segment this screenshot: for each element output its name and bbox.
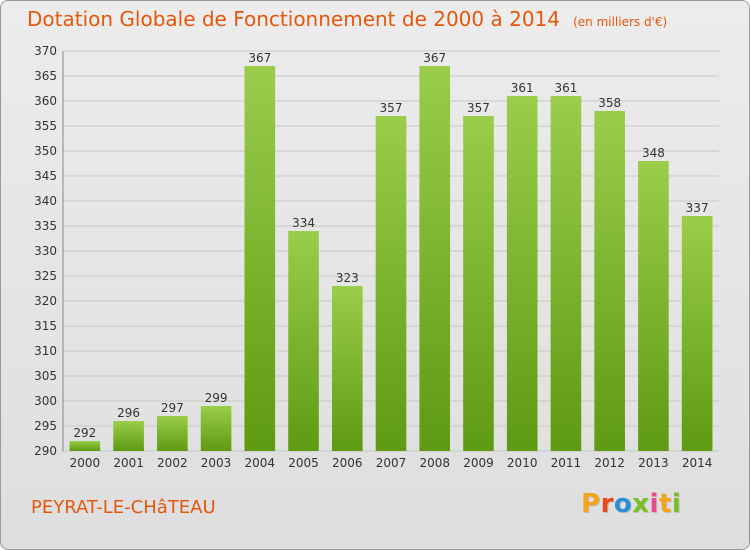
bar	[113, 421, 144, 451]
x-tick-label: 2008	[419, 456, 450, 470]
x-tick-label: 2012	[594, 456, 625, 470]
y-tick-label: 290	[34, 444, 57, 458]
y-tick-label: 355	[34, 119, 57, 133]
x-tick-label: 2001	[113, 456, 144, 470]
bar	[288, 231, 319, 451]
data-label: 337	[686, 201, 709, 215]
x-tick-label: 2013	[638, 456, 669, 470]
bar	[69, 441, 101, 451]
chart-title: Dotation Globale de Fonctionnement de 20…	[27, 7, 560, 31]
x-tick-label: 2014	[682, 456, 713, 470]
x-tick-label: 2011	[551, 456, 582, 470]
data-label: 323	[336, 271, 359, 285]
bar	[638, 161, 669, 451]
y-tick-label: 365	[34, 69, 57, 83]
data-label: 367	[248, 51, 271, 65]
data-label: 357	[380, 101, 403, 115]
bar	[681, 216, 713, 451]
x-tick-label: 2009	[463, 456, 494, 470]
data-label: 361	[511, 81, 534, 95]
x-tick-label: 2006	[332, 456, 363, 470]
data-labels: 292 296 297 299 367 334 323 357 367 357 361 361 358 3…	[73, 51, 708, 440]
bar	[594, 111, 625, 451]
commune-name: PEYRAT-LE-CHâTEAU	[31, 497, 216, 518]
y-tick-label: 330	[34, 244, 57, 258]
x-tick-label: 2005	[288, 456, 319, 470]
data-label: 296	[117, 406, 140, 420]
x-tick-label: 2004	[245, 456, 276, 470]
proxiti-logo[interactable]: Proxiti	[581, 489, 682, 519]
data-label: 358	[598, 96, 621, 110]
bar	[244, 66, 276, 451]
bar	[506, 96, 538, 451]
bars	[69, 66, 713, 451]
x-tick-label: 2010	[507, 456, 538, 470]
y-tick-label: 340	[34, 194, 57, 208]
y-tick-label: 370	[34, 44, 57, 58]
bar	[550, 96, 582, 451]
data-label: 357	[467, 101, 490, 115]
y-tick-label: 310	[34, 344, 57, 358]
x-tick-label: 2002	[157, 456, 188, 470]
data-label: 367	[423, 51, 446, 65]
bar	[419, 66, 451, 451]
bar	[331, 286, 363, 451]
y-tick-label: 320	[34, 294, 57, 308]
x-tick-label: 2003	[201, 456, 232, 470]
data-label: 292	[73, 426, 96, 440]
y-tick-label: 325	[34, 269, 57, 283]
y-tick-label: 295	[34, 419, 57, 433]
title-row: Dotation Globale de Fonctionnement de 20…	[27, 7, 667, 31]
data-label: 334	[292, 216, 315, 230]
bar	[157, 416, 188, 451]
y-tick-label: 305	[34, 369, 57, 383]
y-tick-label: 335	[34, 219, 57, 233]
x-tick-label: 2000	[70, 456, 101, 470]
chart-unit: (en milliers d'€)	[573, 15, 668, 29]
y-tick-label: 300	[34, 394, 57, 408]
data-label: 297	[161, 401, 184, 415]
y-tick-label: 345	[34, 169, 57, 183]
data-label: 348	[642, 146, 665, 160]
y-tick-label: 360	[34, 94, 57, 108]
y-axis-ticks: 290 295 300 305 310 315 320 325 330 335 340 345 350 3…	[34, 44, 64, 458]
y-tick-label: 315	[34, 319, 57, 333]
bar	[200, 406, 232, 451]
bar	[375, 116, 407, 451]
y-tick-label: 350	[34, 144, 57, 158]
x-axis-ticks: 2000 2001 2002 2003 2004 2005 2006 2007 2008 2009…	[70, 456, 713, 470]
x-tick-label: 2007	[376, 456, 407, 470]
data-label: 361	[554, 81, 577, 95]
bar	[463, 116, 494, 451]
data-label: 299	[205, 391, 228, 405]
